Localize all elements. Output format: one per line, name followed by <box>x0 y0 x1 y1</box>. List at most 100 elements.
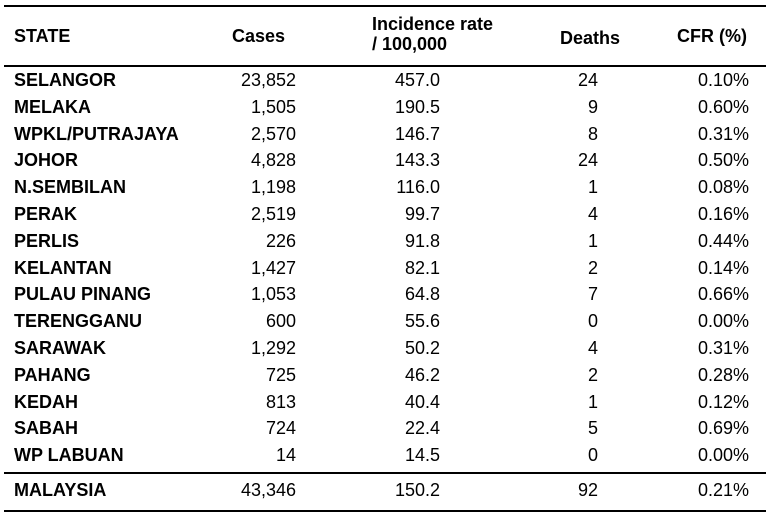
row-incidence: 82.1 <box>404 257 440 278</box>
row-cfr: 0.14% <box>697 257 749 278</box>
row-incidence: 99.7 <box>404 204 440 224</box>
header-state: STATE <box>14 26 71 46</box>
header-rule <box>4 65 766 67</box>
row-incidence: 64.8 <box>404 284 440 305</box>
row-cases: 600 <box>265 311 296 332</box>
row-deaths: 0 <box>587 311 599 332</box>
table-row: PAHANG 725 46.2 2 0.28% <box>0 362 768 389</box>
row-cfr: 0.60% <box>697 96 749 117</box>
header-incidence-line1: Incidence rate <box>372 14 494 34</box>
row-cases: 1,427 <box>250 257 296 278</box>
row-state: SELANGOR <box>14 70 117 90</box>
row-deaths: 4 <box>587 204 599 224</box>
row-cases: 724 <box>265 418 296 439</box>
header-cfr: CFR (%) <box>677 26 747 46</box>
row-incidence: 14.5 <box>404 445 440 466</box>
row-cases: 4,828 <box>250 150 296 171</box>
header-cases: Cases <box>232 26 286 46</box>
row-state: PERLIS <box>14 230 80 251</box>
table-row: TERENGGANU 600 55.6 0 0.00% <box>0 308 768 335</box>
row-deaths: 24 <box>577 150 598 171</box>
row-cfr: 0.16% <box>697 204 749 224</box>
row-cfr: 0.08% <box>697 177 749 198</box>
table-bottom-rule <box>4 510 766 512</box>
row-deaths: 1 <box>587 230 599 251</box>
row-cases: 23,852 <box>240 70 296 90</box>
row-cases: 1,198 <box>250 177 296 198</box>
row-deaths: 8 <box>587 123 599 144</box>
row-state: SARAWAK <box>14 338 107 358</box>
total-cases: 43,346 <box>240 480 296 500</box>
total-incidence: 150.2 <box>394 480 440 500</box>
row-cfr: 0.66% <box>697 284 749 305</box>
table-row: PERLIS 226 91.8 1 0.44% <box>0 228 768 255</box>
row-cases: 1,505 <box>250 96 296 117</box>
row-deaths: 5 <box>587 418 599 439</box>
row-cases: 226 <box>265 230 296 251</box>
row-cfr: 0.10% <box>697 70 749 90</box>
row-cases: 1,292 <box>250 338 296 358</box>
row-cases: 813 <box>265 391 296 412</box>
row-incidence: 116.0 <box>396 177 440 198</box>
table-row: KEDAH 813 40.4 1 0.12% <box>0 389 768 416</box>
row-state: JOHOR <box>14 150 79 171</box>
table-top-rule <box>4 5 766 7</box>
table-row: WP LABUAN 14 14.5 0 0.00% <box>0 442 768 469</box>
row-cfr: 0.50% <box>697 150 749 171</box>
row-state: PERAK <box>14 204 78 224</box>
table-row: PULAU PINANG 1,053 64.8 7 0.66% <box>0 281 768 308</box>
row-deaths: 1 <box>587 177 599 198</box>
total-state: MALAYSIA <box>14 480 107 500</box>
table-row: PERAK 2,519 99.7 4 0.16% <box>0 201 768 228</box>
row-deaths: 1 <box>587 391 599 412</box>
row-deaths: 7 <box>587 284 599 305</box>
table-row: SARAWAK 1,292 50.2 4 0.31% <box>0 335 768 362</box>
row-state: WPKL/PUTRAJAYA <box>14 123 179 144</box>
total-row: MALAYSIA 43,346 150.2 92 0.21% <box>0 477 768 504</box>
table-row: MELAKA 1,505 190.5 9 0.60% <box>0 94 768 121</box>
total-deaths: 92 <box>577 480 598 500</box>
row-incidence: 143.3 <box>394 150 440 171</box>
row-cfr: 0.00% <box>697 311 749 332</box>
table-row: SABAH 724 22.4 5 0.69% <box>0 415 768 442</box>
row-state: N.SEMBILAN <box>14 177 126 198</box>
total-rule <box>4 472 766 474</box>
row-cfr: 0.44% <box>697 230 749 251</box>
row-incidence: 457.0 <box>394 70 440 90</box>
header-incidence-line2: / 100,000 <box>372 34 448 54</box>
row-state: MELAKA <box>14 96 91 117</box>
row-cases: 725 <box>265 364 296 385</box>
row-deaths: 2 <box>587 257 599 278</box>
row-incidence: 46.2 <box>404 364 440 385</box>
row-cfr: 0.12% <box>697 391 749 412</box>
row-incidence: 40.4 <box>404 391 440 412</box>
row-cfr: 0.31% <box>697 123 749 144</box>
row-state: WP LABUAN <box>14 445 124 466</box>
row-deaths: 2 <box>587 364 599 385</box>
total-cfr: 0.21% <box>697 480 749 500</box>
table-row: JOHOR 4,828 143.3 24 0.50% <box>0 147 768 174</box>
header-deaths: Deaths <box>560 28 621 48</box>
row-state: PAHANG <box>14 364 91 385</box>
row-cases: 2,570 <box>250 123 296 144</box>
row-incidence: 55.6 <box>404 311 440 332</box>
row-deaths: 4 <box>587 338 599 358</box>
table-row: N.SEMBILAN 1,198 116.0 1 0.08% <box>0 174 768 201</box>
row-cfr: 0.69% <box>697 418 749 439</box>
row-cfr: 0.28% <box>697 364 749 385</box>
row-incidence: 22.4 <box>404 418 440 439</box>
row-cases: 14 <box>275 445 296 466</box>
row-incidence: 91.8 <box>404 230 440 251</box>
row-incidence: 146.7 <box>394 123 440 144</box>
row-state: PULAU PINANG <box>14 284 152 305</box>
row-state: KELANTAN <box>14 257 112 278</box>
row-cases: 1,053 <box>250 284 296 305</box>
table-row: SELANGOR 23,852 457.0 24 0.10% <box>0 67 768 94</box>
row-state: TERENGGANU <box>14 311 143 332</box>
table-row: KELANTAN 1,427 82.1 2 0.14% <box>0 255 768 282</box>
row-cases: 2,519 <box>250 204 296 224</box>
row-deaths: 9 <box>587 96 599 117</box>
row-deaths: 0 <box>587 445 599 466</box>
row-state: KEDAH <box>14 391 79 412</box>
row-incidence: 50.2 <box>404 338 440 358</box>
